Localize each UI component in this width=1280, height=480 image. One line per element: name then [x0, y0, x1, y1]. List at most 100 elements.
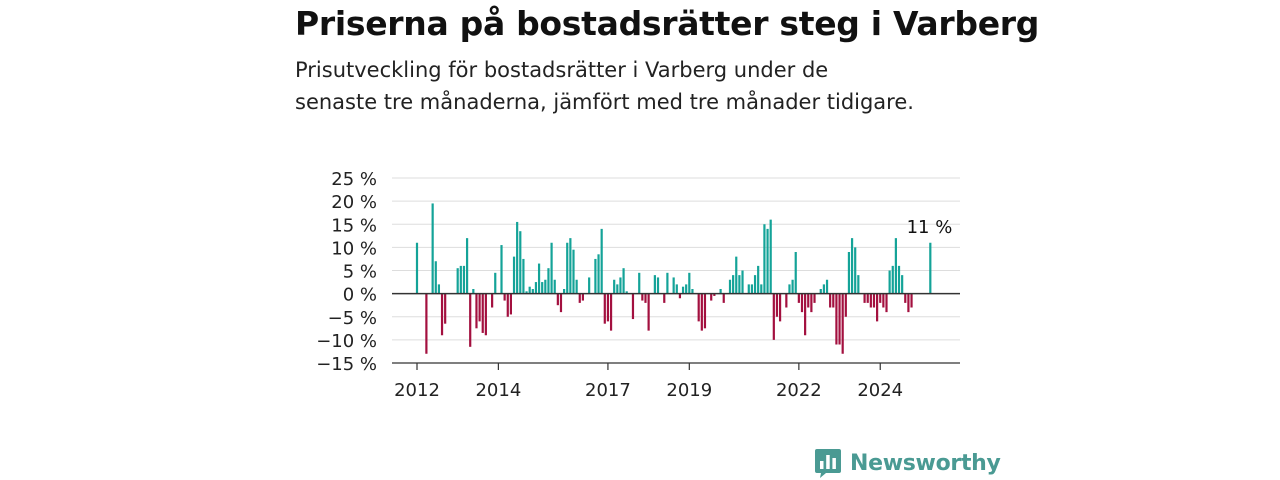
bar — [641, 293, 644, 301]
bar — [631, 293, 635, 320]
bar — [710, 293, 713, 301]
y-tick-label: 5 % — [343, 262, 377, 283]
bar — [431, 203, 434, 294]
bar — [850, 238, 854, 294]
x-axis-labels: 2012 2014 2017 2019 2022 2024 — [394, 380, 903, 401]
bar — [797, 293, 800, 303]
bar — [613, 279, 616, 294]
bar — [863, 293, 866, 303]
y-tick-label: 25 % — [331, 169, 377, 190]
bar — [638, 272, 641, 294]
newsworthy-logo-text: Newsworthy — [850, 450, 1001, 476]
bar — [516, 221, 519, 294]
x-tick-label: 2024 — [857, 380, 903, 401]
bar — [647, 293, 650, 331]
bar — [500, 245, 503, 294]
bar — [559, 293, 563, 313]
bar — [456, 268, 459, 294]
y-tick-label: 10 % — [331, 238, 377, 259]
bar — [434, 261, 437, 294]
bar — [609, 293, 613, 331]
bar — [531, 289, 534, 294]
bar — [465, 238, 469, 294]
y-axis-labels: −15 %−10 %−5 %0 %5 % 10 %15 %20 %25 % — [316, 169, 377, 375]
bar — [719, 289, 722, 294]
bar — [791, 279, 794, 294]
bar — [572, 249, 575, 294]
bar — [603, 293, 606, 324]
bar — [713, 293, 716, 296]
bar — [688, 272, 691, 294]
bar — [478, 293, 481, 322]
bar — [888, 270, 891, 294]
axes — [392, 292, 960, 370]
bar — [575, 279, 578, 294]
bar — [544, 279, 547, 294]
bar — [522, 258, 525, 294]
bar — [678, 293, 682, 299]
bar — [722, 293, 725, 303]
bar — [528, 286, 531, 294]
bar — [810, 293, 813, 313]
bar — [822, 284, 825, 294]
bar — [563, 289, 566, 294]
bar — [794, 252, 797, 294]
y-tick-label: 15 % — [331, 215, 377, 236]
bar — [747, 284, 750, 294]
bar — [666, 272, 669, 294]
bar — [785, 293, 788, 308]
bar — [616, 284, 619, 294]
last-value-annotation: 11 % — [907, 217, 953, 238]
bar — [732, 275, 735, 294]
bar — [581, 293, 584, 301]
bar — [512, 256, 516, 294]
newsworthy-logo: Newsworthy — [814, 446, 1001, 480]
bar — [835, 293, 838, 345]
bar — [772, 293, 775, 340]
bar — [597, 254, 600, 294]
bar — [778, 293, 782, 322]
bar — [663, 293, 666, 303]
bar — [735, 256, 738, 294]
bar — [685, 284, 688, 294]
bar — [757, 265, 760, 294]
bar — [459, 265, 462, 294]
bar — [901, 275, 904, 294]
bar — [484, 293, 487, 336]
bar — [728, 279, 732, 294]
bar — [841, 293, 844, 354]
bar — [825, 279, 829, 294]
bar — [437, 284, 441, 294]
bar — [891, 265, 894, 294]
bar — [444, 293, 447, 324]
bar — [472, 289, 475, 294]
bar — [541, 282, 544, 294]
bar — [462, 265, 466, 294]
bar — [578, 293, 581, 303]
bar — [910, 293, 913, 308]
bar — [866, 293, 869, 303]
bar — [550, 242, 553, 294]
bar — [553, 279, 556, 294]
y-tick-label: −5 % — [328, 308, 377, 329]
bar — [503, 293, 506, 301]
bar — [775, 293, 779, 317]
annotations: 11 % — [907, 217, 953, 238]
y-tick-label: −10 % — [316, 331, 377, 352]
bar — [619, 277, 622, 294]
bar — [625, 291, 628, 294]
bar — [491, 293, 494, 308]
bar — [838, 293, 841, 345]
newsworthy-logo-icon — [815, 449, 841, 478]
y-tick-label: 0 % — [343, 285, 377, 306]
bar — [872, 293, 876, 308]
bar — [566, 242, 569, 294]
bar — [425, 293, 428, 354]
chart-card: Priserna på bostadsrätter steg i Varberg… — [295, 0, 1039, 480]
bar — [672, 277, 675, 294]
bar — [556, 293, 559, 306]
bars — [415, 203, 932, 354]
bar — [588, 277, 591, 294]
bar — [653, 275, 656, 294]
bar — [525, 291, 528, 294]
